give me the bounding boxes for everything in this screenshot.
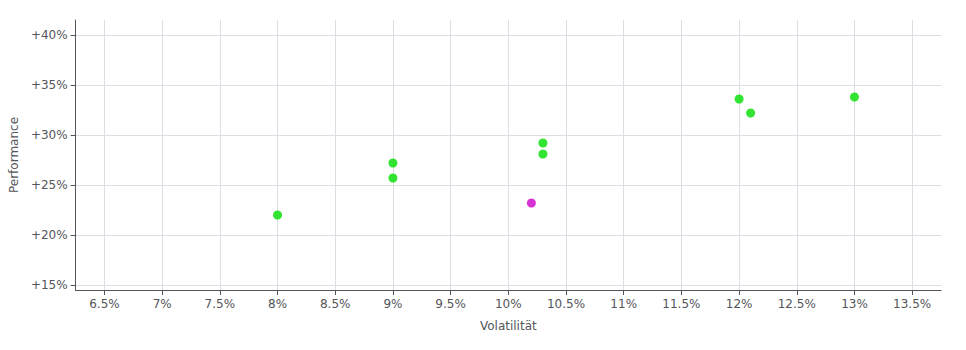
- svg-text:11%: 11%: [610, 297, 637, 311]
- svg-text:+15%: +15%: [31, 278, 68, 292]
- svg-text:8.5%: 8.5%: [320, 297, 351, 311]
- svg-text:13%: 13%: [841, 297, 868, 311]
- svg-text:Volatilität: Volatilität: [480, 319, 537, 333]
- svg-text:13.5%: 13.5%: [893, 297, 931, 311]
- svg-text:+40%: +40%: [31, 28, 68, 42]
- svg-text:+30%: +30%: [31, 128, 68, 142]
- svg-text:12%: 12%: [726, 297, 753, 311]
- svg-text:8%: 8%: [268, 297, 287, 311]
- svg-text:7%: 7%: [153, 297, 172, 311]
- svg-text:6.5%: 6.5%: [89, 297, 120, 311]
- svg-text:9%: 9%: [383, 297, 402, 311]
- svg-text:10.5%: 10.5%: [547, 297, 585, 311]
- svg-text:12.5%: 12.5%: [778, 297, 816, 311]
- svg-text:+35%: +35%: [31, 78, 68, 92]
- svg-text:9.5%: 9.5%: [435, 297, 466, 311]
- svg-text:7.5%: 7.5%: [205, 297, 236, 311]
- svg-text:+25%: +25%: [31, 178, 68, 192]
- svg-text:11.5%: 11.5%: [662, 297, 700, 311]
- svg-text:+20%: +20%: [31, 228, 68, 242]
- svg-text:10%: 10%: [495, 297, 522, 311]
- svg-text:Performance: Performance: [7, 117, 21, 193]
